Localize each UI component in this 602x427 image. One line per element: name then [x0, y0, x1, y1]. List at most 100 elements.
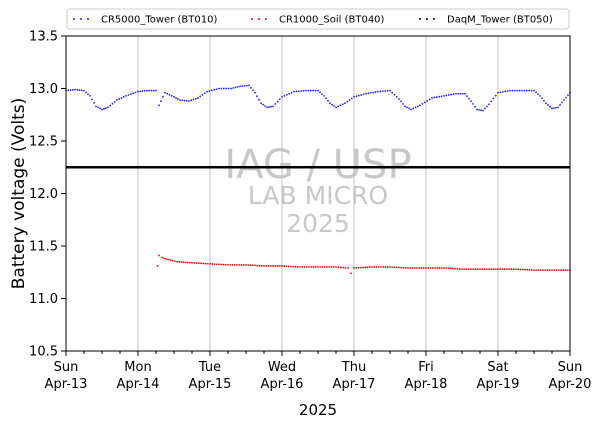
data-point	[560, 269, 562, 272]
data-point	[389, 89, 391, 92]
data-point	[519, 268, 522, 271]
legend-marker	[426, 18, 428, 20]
data-point	[459, 92, 462, 95]
series-2	[156, 254, 571, 275]
data-point	[327, 99, 329, 102]
data-point	[543, 99, 545, 102]
data-point	[406, 106, 408, 109]
data-point	[162, 96, 164, 98]
data-point	[366, 266, 369, 269]
data-point	[384, 90, 387, 92]
data-point	[168, 93, 171, 96]
data-point	[274, 103, 277, 105]
data-point	[566, 269, 569, 272]
data-point	[501, 268, 504, 270]
data-point	[103, 107, 105, 110]
data-point	[535, 269, 538, 272]
data-point	[431, 97, 433, 99]
data-point	[355, 267, 358, 269]
legend-box	[66, 8, 570, 30]
data-point	[428, 98, 431, 101]
data-point	[486, 105, 488, 108]
data-point	[433, 96, 436, 99]
data-point	[249, 264, 252, 267]
data-point	[258, 98, 260, 101]
data-point	[488, 103, 490, 106]
data-point	[308, 266, 310, 268]
data-point	[528, 268, 531, 271]
data-point	[262, 103, 264, 106]
data-point	[134, 91, 137, 94]
data-point	[445, 94, 448, 97]
data-point	[362, 266, 364, 269]
watermark-line-1: IAG / USP	[224, 142, 411, 188]
data-point	[355, 95, 358, 98]
data-point	[333, 105, 335, 107]
data-point	[208, 90, 211, 92]
data-point	[542, 269, 544, 272]
data-point	[163, 257, 165, 260]
data-point	[290, 91, 293, 94]
data-point	[129, 93, 132, 96]
data-point	[264, 105, 266, 107]
data-point	[335, 266, 337, 268]
data-point	[466, 95, 468, 98]
data-point	[310, 266, 313, 268]
data-point	[445, 267, 448, 270]
data-point	[331, 103, 333, 106]
data-point	[155, 89, 157, 92]
data-point	[152, 89, 155, 92]
data-point	[285, 265, 288, 268]
data-point	[509, 89, 511, 92]
data-point	[146, 89, 148, 92]
data-point	[295, 90, 298, 93]
data-point	[297, 90, 300, 93]
data-point	[314, 266, 317, 268]
data-point	[283, 94, 286, 97]
data-point	[292, 265, 295, 268]
data-point	[555, 106, 557, 109]
data-point	[302, 89, 305, 92]
data-point	[458, 268, 461, 270]
data-point	[269, 265, 272, 267]
watermark-line-2: LAB MICRO	[248, 181, 388, 210]
data-point	[229, 264, 232, 266]
data-point	[549, 105, 551, 108]
data-point	[206, 90, 208, 93]
data-point	[365, 92, 367, 95]
data-point	[222, 87, 225, 90]
data-point	[195, 262, 198, 264]
data-point	[312, 89, 315, 92]
data-point	[521, 89, 523, 92]
data-point	[319, 266, 322, 268]
data-point	[398, 98, 400, 100]
y-tick-label: 13.0	[29, 82, 58, 97]
data-point	[391, 266, 394, 269]
data-point	[533, 269, 535, 272]
watermark: IAG / USP LAB MICRO 2025	[224, 142, 411, 238]
x-tick-date: Apr-14	[117, 377, 160, 392]
legend-label: CR1000_Soil (BT040)	[279, 15, 385, 26]
data-point	[204, 262, 207, 265]
data-point	[530, 269, 533, 271]
data-point	[265, 265, 268, 267]
data-point	[380, 266, 382, 268]
data-point	[563, 99, 565, 101]
data-point	[260, 102, 262, 105]
data-point	[156, 265, 159, 267]
data-point	[225, 87, 228, 90]
data-point	[175, 97, 177, 99]
data-point	[395, 266, 398, 269]
data-point	[245, 84, 248, 87]
data-point	[76, 88, 79, 91]
data-point	[118, 98, 121, 100]
data-point	[183, 99, 186, 102]
data-point	[470, 268, 472, 270]
data-point	[305, 266, 308, 268]
data-point	[239, 85, 241, 88]
data-point	[197, 97, 199, 99]
data-point	[67, 89, 70, 92]
data-point	[416, 267, 418, 269]
y-tick-label: 10.5	[29, 345, 58, 360]
data-point	[314, 89, 317, 92]
